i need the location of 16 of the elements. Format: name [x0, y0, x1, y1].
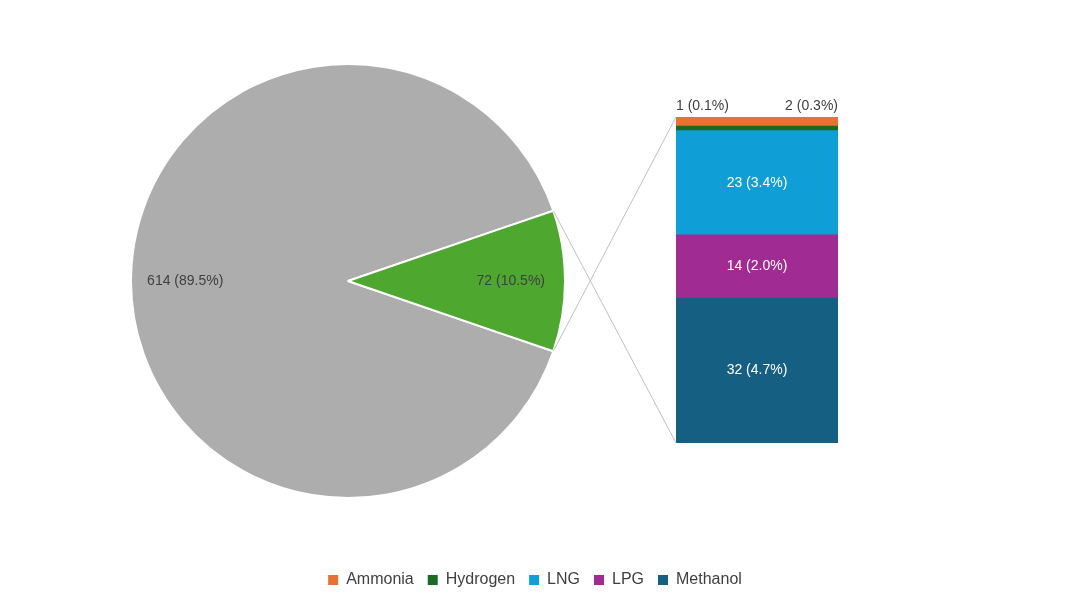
- legend-label: Ammonia: [346, 570, 414, 588]
- data-label: 2 (0.3%): [785, 96, 838, 113]
- data-label: 14 (2.0%): [726, 257, 788, 274]
- data-label: 614 (89.5%): [147, 271, 224, 288]
- bar: [676, 297, 838, 443]
- data-label: 23 (3.4%): [726, 173, 788, 190]
- data-label: 1 (0.1%): [676, 96, 729, 113]
- data-label: 32 (4.7%): [726, 361, 788, 378]
- bar: [676, 117, 838, 127]
- data-label: 72 (10.5%): [476, 271, 545, 288]
- bar: [676, 234, 838, 299]
- legend-label: Methanol: [676, 570, 742, 588]
- legend-label: LPG: [612, 570, 645, 588]
- legend-label: Hydrogen: [445, 570, 516, 588]
- bar: [676, 130, 838, 236]
- legend-label: LNG: [547, 570, 581, 588]
